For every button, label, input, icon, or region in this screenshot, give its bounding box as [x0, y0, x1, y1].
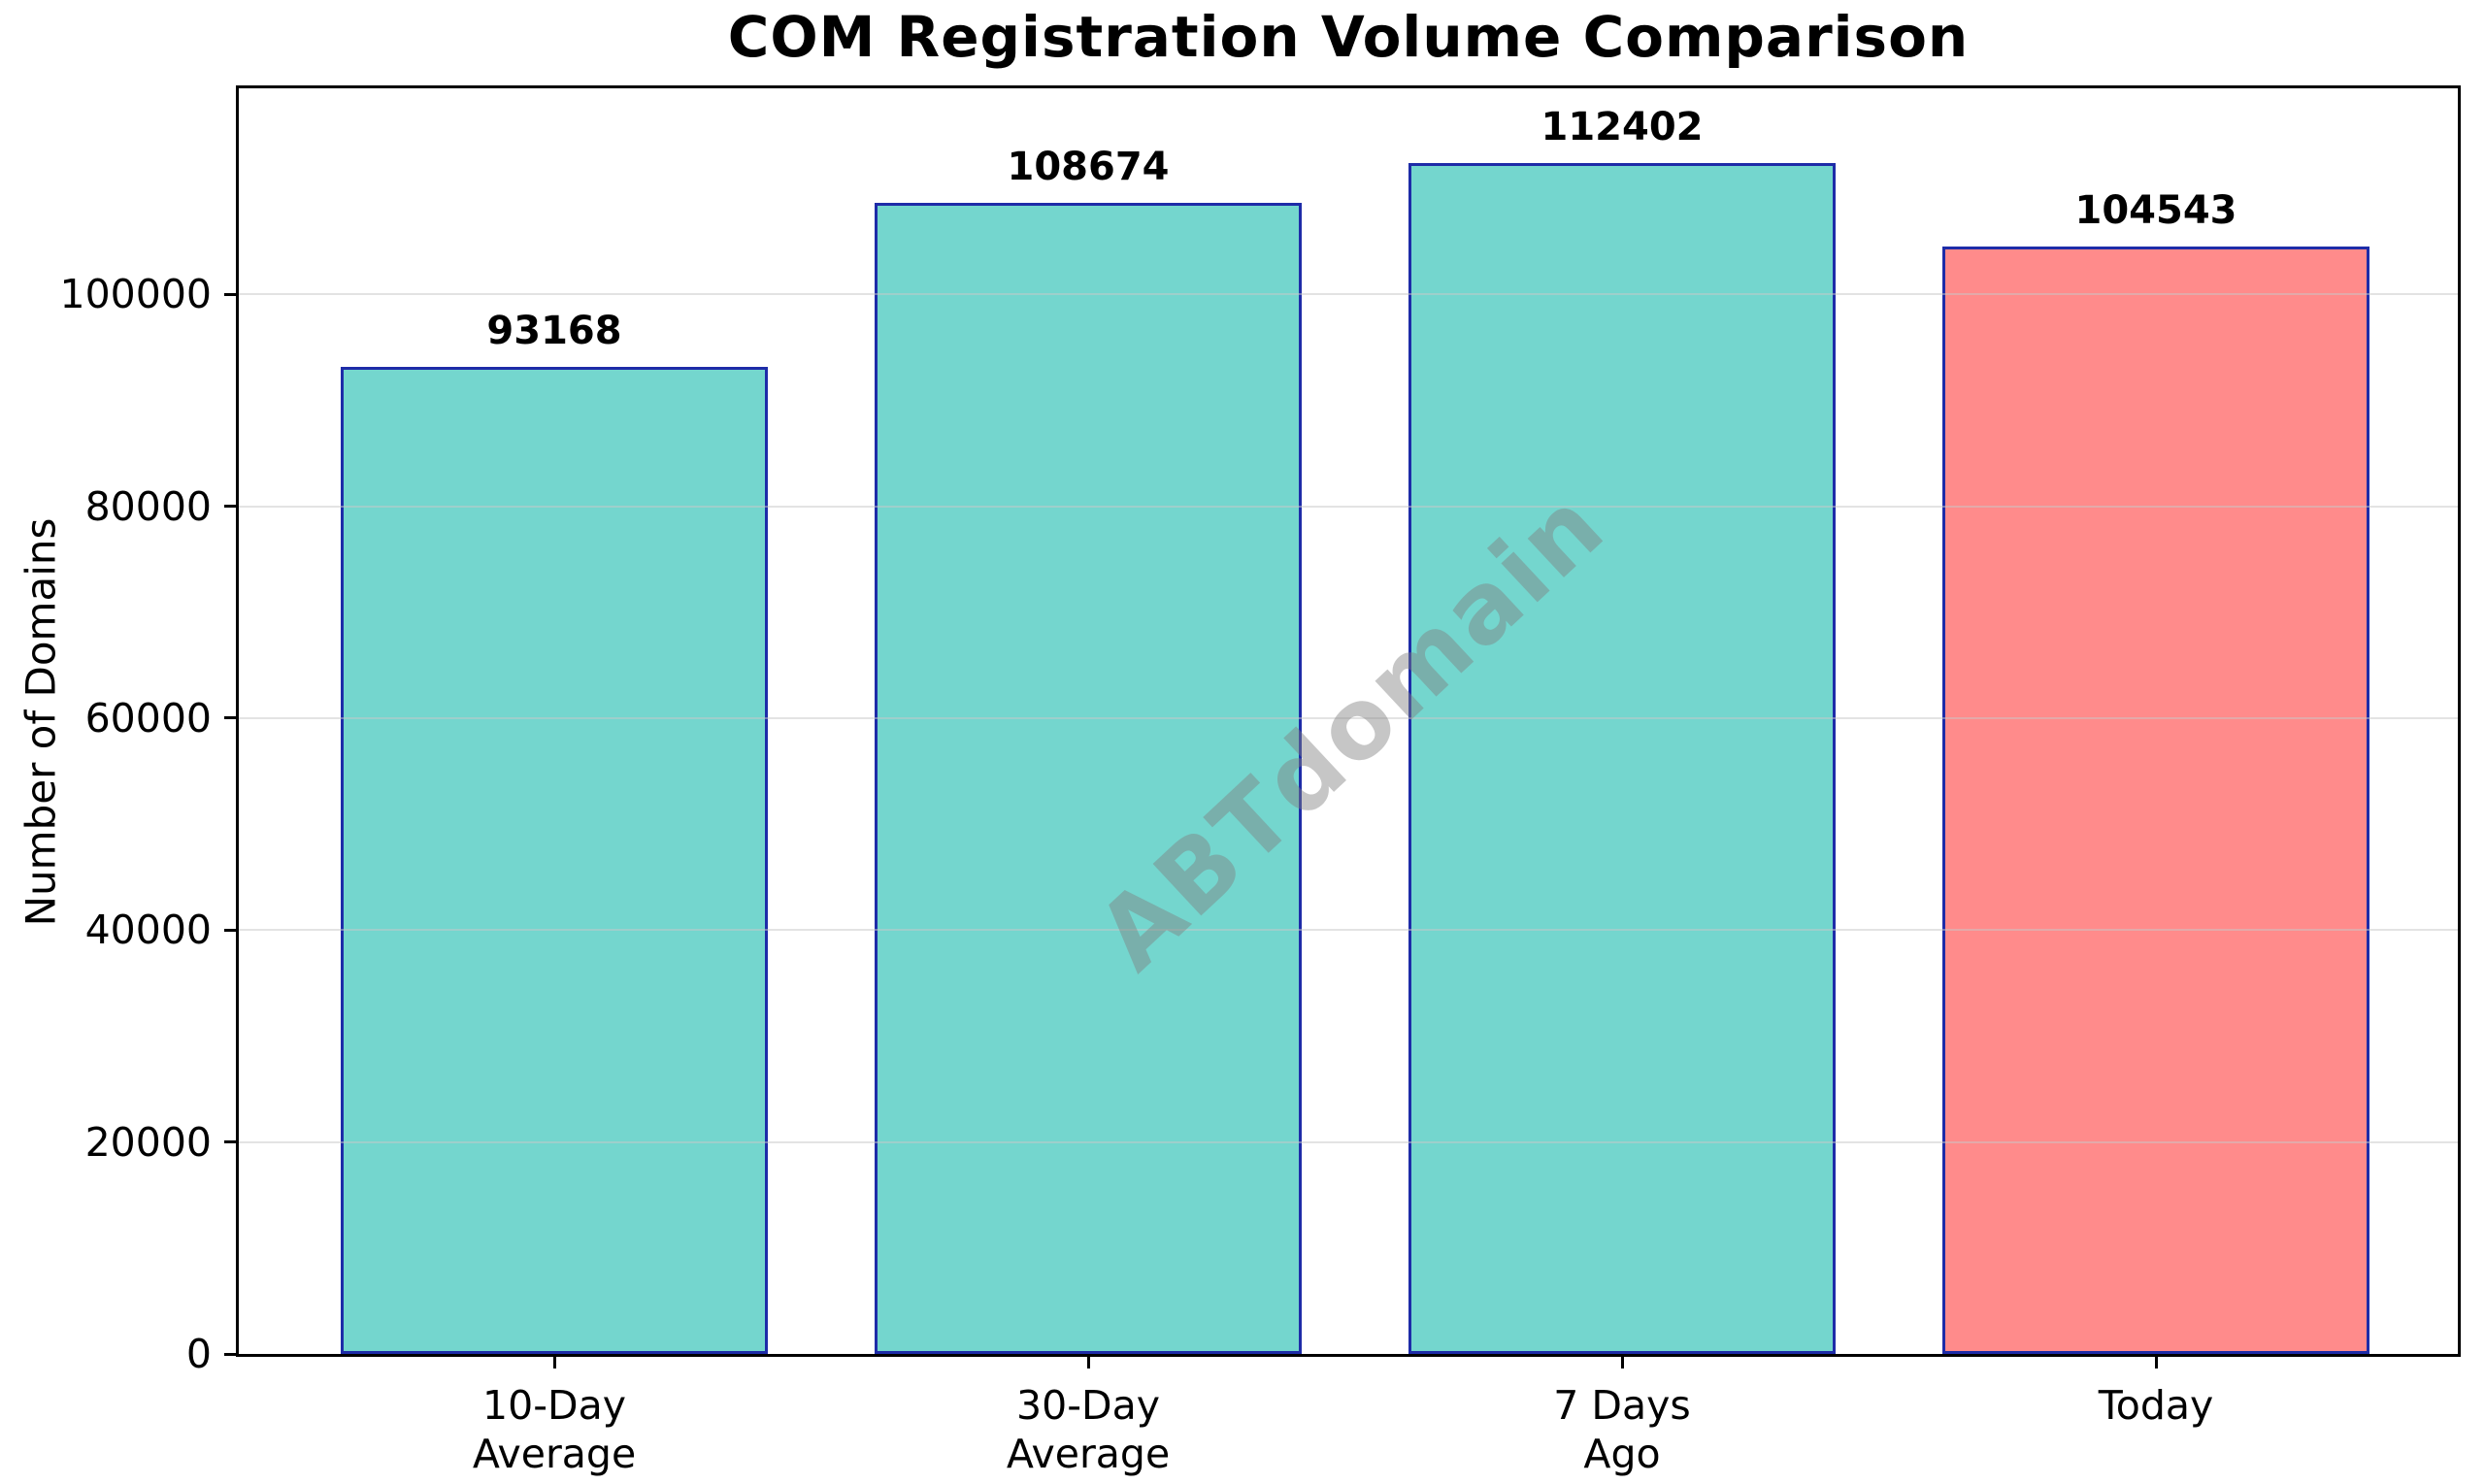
- y-gridline-20000: [239, 1140, 2458, 1143]
- x-tick-label-7-days-ago: 7 Days Ago: [1553, 1382, 1691, 1477]
- bar-today: [1942, 246, 2369, 1354]
- x-tick-label-30-day-average: 30-Day Average: [1006, 1382, 1171, 1477]
- y-tick-label-60000: 60000: [84, 694, 212, 742]
- y-tick-mark-20000: [224, 1140, 236, 1144]
- y-gridline-60000: [239, 716, 2458, 719]
- bar-10-day-average: [341, 366, 768, 1354]
- y-tick-label-0: 0: [185, 1331, 212, 1377]
- y-tick-label-20000: 20000: [84, 1118, 212, 1166]
- value-label-30-day-average: 108674: [1007, 144, 1170, 189]
- y-gridline-100000: [239, 293, 2458, 296]
- y-axis-label: Number of Domains: [17, 517, 65, 927]
- y-tick-mark-100000: [224, 292, 236, 296]
- x-tick-mark-today: [2154, 1357, 2158, 1369]
- bar-7-days-ago: [1408, 162, 1836, 1354]
- chart-title: COM Registration Volume Comparison: [727, 4, 1970, 70]
- x-tick-mark-7-days-ago: [1620, 1357, 1624, 1369]
- y-tick-label-80000: 80000: [84, 482, 212, 530]
- y-tick-label-40000: 40000: [84, 907, 212, 954]
- value-label-10-day-average: 93168: [486, 308, 622, 353]
- y-tick-mark-60000: [224, 716, 236, 720]
- y-tick-label-100000: 100000: [59, 271, 212, 318]
- y-tick-mark-80000: [224, 505, 236, 509]
- y-gridline-40000: [239, 929, 2458, 932]
- bar-30-day-average: [875, 202, 1302, 1354]
- x-tick-mark-30-day-average: [1086, 1357, 1090, 1369]
- y-tick-mark-0: [224, 1352, 236, 1356]
- value-label-7-days-ago: 112402: [1541, 104, 1704, 149]
- value-label-today: 104543: [2074, 187, 2237, 233]
- x-tick-label-today: Today: [2098, 1382, 2214, 1429]
- x-tick-mark-10-day-average: [552, 1357, 556, 1369]
- y-tick-mark-40000: [224, 928, 236, 932]
- y-gridline-80000: [239, 505, 2458, 508]
- plot-area: 0 20000 40000 60000 80000 100000 93168 10-Day A…: [59, 85, 2461, 1477]
- x-tick-label-10-day-average: 10-Day Average: [472, 1382, 637, 1477]
